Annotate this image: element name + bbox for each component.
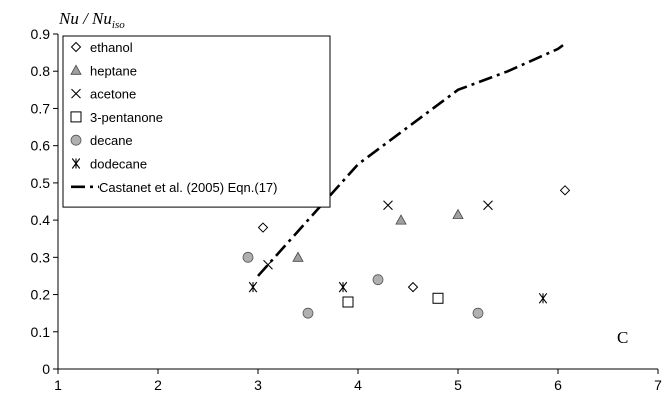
data-point [302,307,314,319]
series-3-pentanone [342,292,444,308]
legend-item: Castanet et al. (2005) Eqn.(17) [71,180,278,195]
x-tick-label: 4 [354,377,362,393]
x-axis-ticks: 1 2 3 4 5 6 7 [54,369,662,393]
legend-item: heptane [70,63,137,78]
correlation-line [257,44,564,277]
data-point [407,281,419,293]
y-tick-label: 0.4 [31,212,51,228]
legend-marker [70,41,82,53]
legend-label: dodecane [90,157,147,172]
data-point [338,281,348,293]
legend-marker [70,64,82,75]
panel-annotation: C [617,328,628,347]
y-tick-label: 0.1 [31,324,51,340]
data-point [395,214,407,225]
x-tick-label: 2 [154,377,162,393]
legend-label: heptane [90,63,137,78]
data-point [383,200,393,211]
data-point [483,200,493,211]
data-point [432,292,444,304]
legend-box [62,35,331,208]
series-layer [242,44,571,319]
legend-item: 3-pentanone [70,110,163,125]
legend: ethanol heptane acetone 3-pentanone decane do… [62,35,331,208]
legend-label: decane [90,133,133,148]
y-tick-label: 0.9 [31,26,51,42]
series-dodecane [248,281,548,304]
data-point [452,208,464,219]
x-tick-label: 7 [654,377,662,393]
data-point [248,281,258,293]
data-point [472,307,484,319]
legend-marker [70,134,82,146]
data-point [372,274,384,286]
y-tick-label: 0.5 [31,175,51,191]
legend-label: ethanol [90,40,133,55]
legend-item: dodecane [71,157,147,172]
series-ethanol [257,185,571,293]
y-axis-ticks: 0 0.1 0.2 0.3 0.4 0.5 0.6 0.7 0.8 0.9 [31,26,58,377]
x-tick-label: 1 [54,377,62,393]
x-tick-label: 3 [254,377,262,393]
legend-item: decane [70,133,133,148]
data-point [538,292,548,304]
data-point [257,222,269,233]
legend-marker [71,158,81,169]
y-tick-label: 0.7 [31,100,51,116]
legend-label: Castanet et al. (2005) Eqn.(17) [99,180,278,195]
legend-item: acetone [71,87,136,102]
data-point [342,296,354,308]
data-point [559,185,571,196]
y-tick-label: 0 [42,361,50,377]
y-axis-label: Nu / Nuiso [58,9,125,31]
y-tick-label: 0.6 [31,138,51,154]
legend-marker [70,111,82,123]
data-point [292,251,304,262]
series-castanet-et-al-2005-eqn-17 [257,44,564,277]
x-tick-label: 5 [454,377,462,393]
y-tick-label: 0.8 [31,63,51,79]
series-decane [242,251,484,319]
y-tick-label: 0.2 [31,287,51,303]
x-tick-label: 6 [554,377,562,393]
legend-label: 3-pentanone [90,110,163,125]
data-point [242,251,254,263]
legend-marker [71,88,81,99]
legend-item: ethanol [70,40,133,55]
series-heptane [292,208,464,262]
legend-label: acetone [90,87,136,102]
y-tick-label: 0.3 [31,249,51,265]
